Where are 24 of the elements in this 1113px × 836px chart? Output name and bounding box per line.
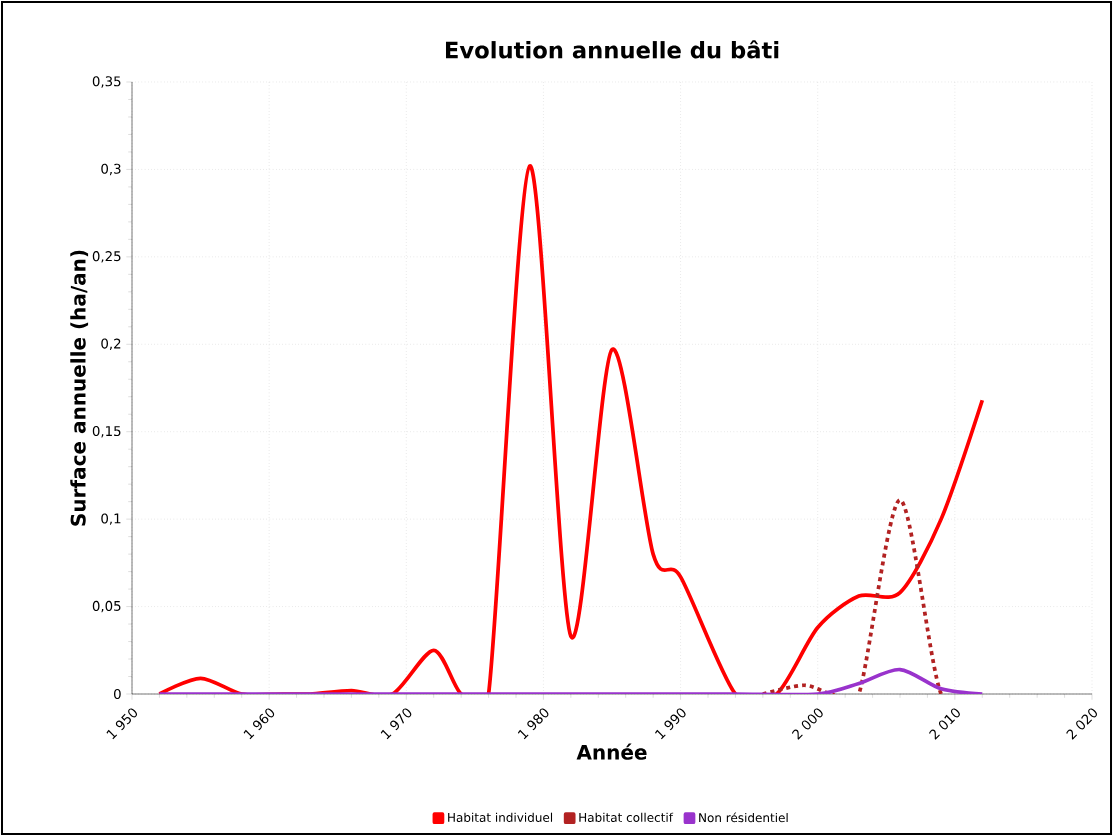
x-tick-label: 2 020 [1066, 708, 1098, 740]
y-tick-label: 0,35 [92, 76, 121, 88]
line-series [157, 164, 985, 694]
x-tick-label: 1 980 [517, 708, 549, 740]
x-tick-label: 1 960 [243, 708, 275, 740]
y-tick-label: 0,3 [101, 163, 121, 176]
x-tick-label: 1 990 [655, 708, 686, 740]
x-tick-label: 2 010 [929, 708, 960, 740]
x-tick-label: 1 950 [106, 708, 138, 740]
y-tick-label: 0,25 [92, 251, 121, 263]
y-tick-label: 0,1 [101, 513, 121, 525]
line-series [157, 667, 985, 694]
legend-label: Habitat individuel [448, 812, 553, 822]
legend-label: Habitat collectif [579, 812, 674, 822]
x-axis-title: Année [576, 743, 647, 760]
y-axis-title: Surface annuelle (ha/an) [70, 250, 89, 526]
y-tick-label: 0,15 [92, 425, 121, 438]
x-tick-label: 2 000 [791, 708, 823, 740]
y-tick-label: 0,2 [101, 338, 121, 351]
y-tick-label: 0 [114, 688, 121, 700]
y-tick-label: 0,05 [92, 600, 121, 613]
x-tick-label: 1 970 [380, 708, 412, 740]
chart-title: Evolution annuelle du bâti [445, 40, 779, 59]
legend-label: Non résidentiel [699, 812, 788, 823]
